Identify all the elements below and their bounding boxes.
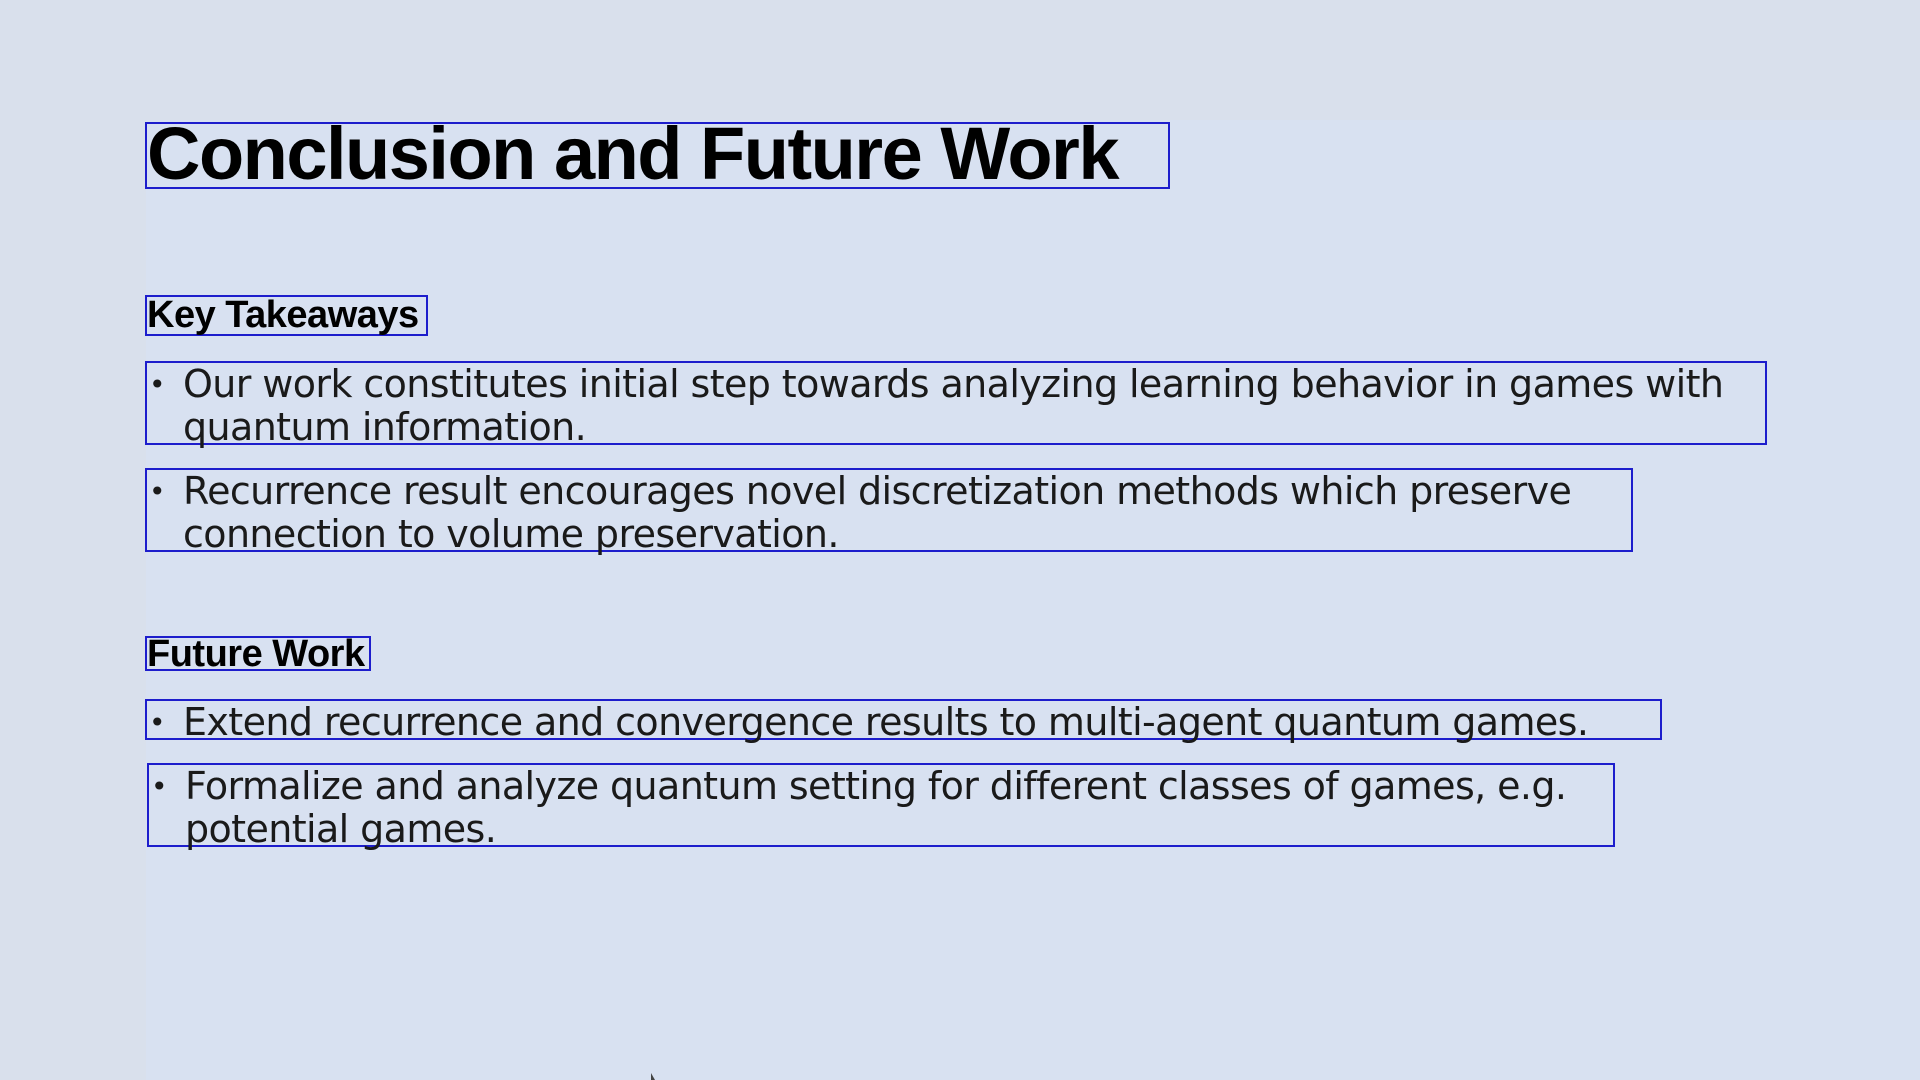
slide-canvas: [146, 120, 1920, 1080]
bullet-text-line: Formalize and analyze quantum setting fo…: [185, 764, 1567, 808]
bullet-item[interactable]: • Our work constitutes initial step towa…: [145, 361, 1767, 449]
bullet-icon: •: [151, 770, 168, 803]
bullet-icon: •: [149, 706, 166, 739]
bullet-icon: •: [149, 368, 166, 401]
bullet-item[interactable]: • Formalize and analyze quantum setting …: [147, 763, 1615, 851]
slide-title[interactable]: Conclusion and Future Work: [145, 117, 1170, 191]
mouse-cursor-icon: [651, 1073, 655, 1080]
bullet-text-line: Extend recurrence and convergence result…: [183, 700, 1589, 744]
bullet-text-line: connection to volume preservation.: [183, 512, 839, 556]
bullet-text-line: potential games.: [185, 807, 497, 851]
bullet-icon: •: [149, 475, 166, 508]
bullet-text-line: Recurrence result encourages novel discr…: [183, 469, 1572, 513]
section-heading-future-work[interactable]: Future Work: [145, 635, 371, 673]
bullet-item[interactable]: • Recurrence result encourages novel dis…: [145, 468, 1633, 556]
bullet-text-line: Our work constitutes initial step toward…: [183, 362, 1724, 406]
bullet-text-line: quantum information.: [183, 405, 587, 449]
bullet-item[interactable]: • Extend recurrence and convergence resu…: [145, 699, 1662, 744]
section-heading-key-takeaways[interactable]: Key Takeaways: [145, 295, 428, 336]
